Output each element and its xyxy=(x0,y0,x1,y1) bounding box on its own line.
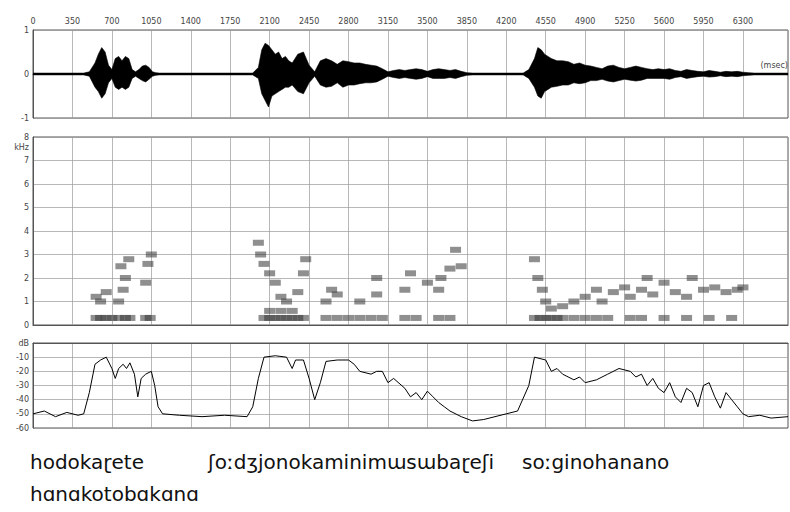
svg-text:5950: 5950 xyxy=(693,17,713,26)
svg-text:4900: 4900 xyxy=(575,17,595,26)
svg-text:2800: 2800 xyxy=(338,17,358,26)
svg-text:2450: 2450 xyxy=(299,17,319,26)
svg-text:4200: 4200 xyxy=(496,17,516,26)
svg-text:7: 7 xyxy=(24,156,29,165)
svg-text:-1: -1 xyxy=(21,114,29,123)
svg-text:6300: 6300 xyxy=(733,17,753,26)
svg-text:4: 4 xyxy=(24,227,29,236)
svg-text:kHz: kHz xyxy=(14,143,29,152)
svg-text:1400: 1400 xyxy=(181,17,201,26)
svg-text:0: 0 xyxy=(30,17,35,26)
svg-text:4550: 4550 xyxy=(536,17,556,26)
svg-text:0: 0 xyxy=(24,70,29,79)
svg-text:-10: -10 xyxy=(16,353,29,362)
svg-text:350: 350 xyxy=(65,17,80,26)
svg-text:1: 1 xyxy=(24,26,29,35)
svg-text:1050: 1050 xyxy=(141,17,161,26)
svg-text:8: 8 xyxy=(24,133,29,142)
html-text:soːginohanano: soːginohanano xyxy=(522,450,670,474)
html-text:ʃoːdʒjonokaminimɯsɯbaɽeʃi: ʃoːdʒjonokaminimɯsɯbaɽeʃi xyxy=(208,450,494,474)
svg-text:6: 6 xyxy=(24,180,29,189)
html-text:hɑnɑkotobɑkɑnɑ: hɑnɑkotobɑkɑnɑ xyxy=(30,482,199,506)
svg-text:2: 2 xyxy=(24,274,29,283)
svg-text:-50: -50 xyxy=(16,409,29,418)
svg-text:2100: 2100 xyxy=(259,17,279,26)
svg-text:-20: -20 xyxy=(16,367,29,376)
svg-text:3150: 3150 xyxy=(378,17,398,26)
svg-text:3: 3 xyxy=(24,250,29,259)
html-text:hodokaɽete: hodokaɽete xyxy=(30,450,144,474)
svg-text:700: 700 xyxy=(104,17,119,26)
svg-text:(msec): (msec) xyxy=(760,61,788,70)
svg-text:3500: 3500 xyxy=(417,17,437,26)
svg-text:dB: dB xyxy=(18,339,29,348)
svg-text:3850: 3850 xyxy=(457,17,477,26)
svg-text:-40: -40 xyxy=(16,395,29,404)
svg-text:5250: 5250 xyxy=(614,17,634,26)
svg-text:5: 5 xyxy=(24,203,29,212)
svg-text:1750: 1750 xyxy=(220,17,240,26)
svg-text:-30: -30 xyxy=(16,381,29,390)
svg-text:5600: 5600 xyxy=(654,17,674,26)
svg-text:0: 0 xyxy=(24,321,29,330)
svg-text:-60: -60 xyxy=(16,424,29,433)
svg-text:1: 1 xyxy=(24,297,29,306)
